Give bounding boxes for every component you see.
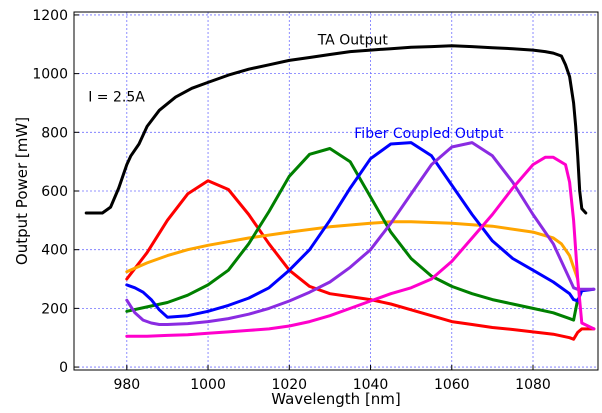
y-tick-label: 600 xyxy=(41,184,68,200)
y-axis-label: Output Power [mW] xyxy=(13,117,31,265)
series-line-1 xyxy=(125,179,596,341)
y-tick-label: 200 xyxy=(41,301,68,317)
x-tick-label: 1040 xyxy=(353,377,389,393)
series-line-6 xyxy=(125,155,596,338)
annotation-2: Fiber Coupled Output xyxy=(354,126,504,142)
annotation-1: I = 2.5A xyxy=(88,90,145,106)
x-axis-ticks: 980 1000 1020 1040 1060 1080 xyxy=(113,365,551,393)
y-tick-label: 800 xyxy=(41,125,68,141)
y-axis-ticks: 0 200 400 600 800 1000 1200 xyxy=(32,8,79,376)
series-line-4 xyxy=(125,141,596,319)
plot-frame xyxy=(73,11,599,371)
x-tick-label: 1060 xyxy=(434,377,470,393)
x-tick-label: 1020 xyxy=(271,377,307,393)
x-tick-label: 1000 xyxy=(190,377,226,393)
series-line-0 xyxy=(84,44,588,215)
annotation-0: TA Output xyxy=(317,32,389,48)
x-tick-label: 980 xyxy=(113,377,140,393)
y-tick-label: 1000 xyxy=(32,67,68,83)
annotations: TA Output I = 2.5A Fiber Coupled Output xyxy=(88,32,504,142)
x-tick-label: 1080 xyxy=(515,377,551,393)
y-tick-label: 0 xyxy=(59,360,68,376)
y-tick-label: 1200 xyxy=(32,8,68,24)
series-line-5 xyxy=(125,141,596,326)
x-axis-label: Wavelength [nm] xyxy=(271,390,401,408)
series-group xyxy=(84,44,596,341)
series-line-3 xyxy=(125,147,580,322)
y-tick-label: 400 xyxy=(41,243,68,259)
